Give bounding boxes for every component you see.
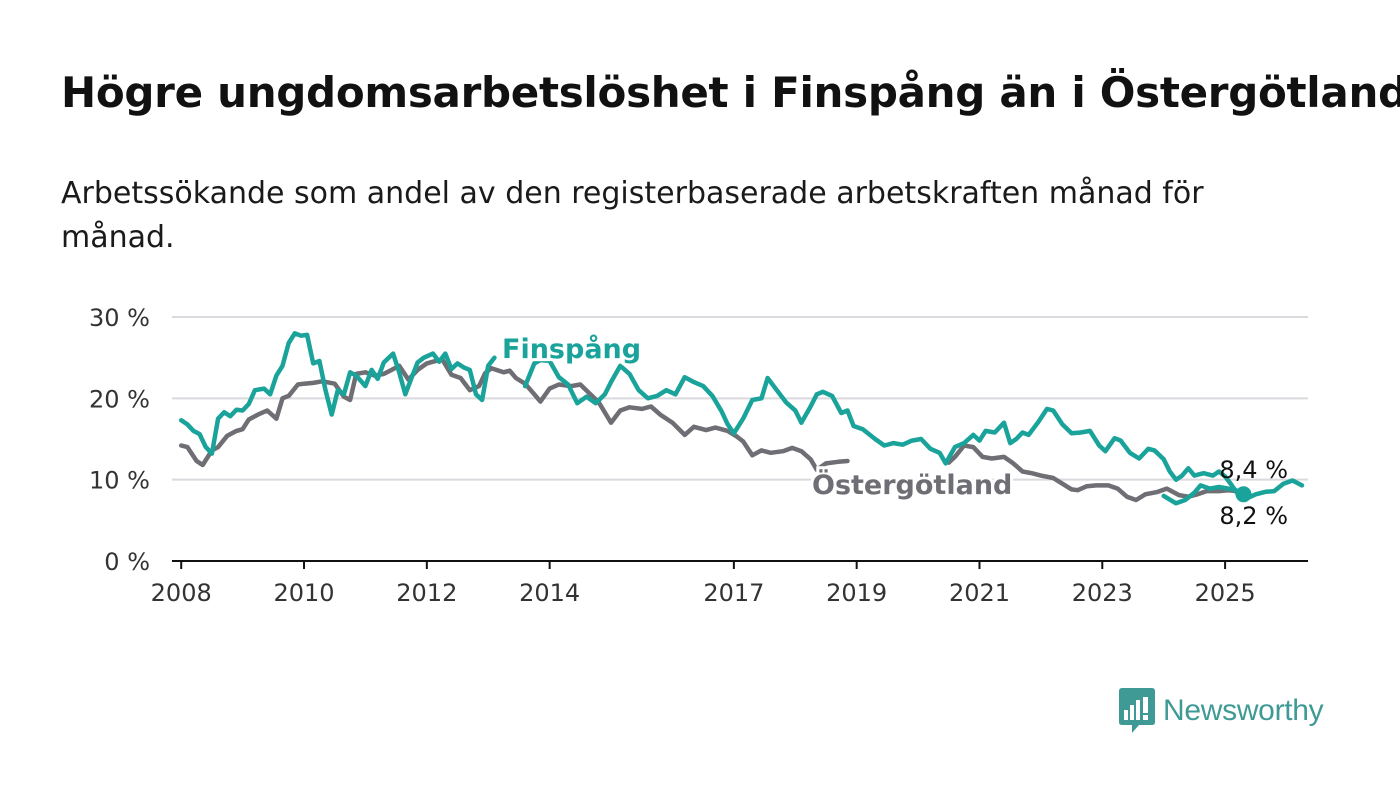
series-end-point <box>1235 486 1252 503</box>
y-tick-label: 30 % <box>89 304 150 332</box>
x-tick-label: 2023 <box>1072 579 1133 607</box>
y-tick-label: 0 % <box>104 548 150 576</box>
x-tick-label: 2019 <box>826 579 887 607</box>
x-tick-label: 2021 <box>949 579 1010 607</box>
chart-title: Högre ungdomsarbetslöshet i Finspång än … <box>61 68 1400 117</box>
brand-logo: Newsworthy <box>1119 688 1324 734</box>
end-value-label: 8,2 % <box>1219 502 1288 530</box>
series-label-finspang: Finspång <box>502 333 641 365</box>
x-tick-label: 2010 <box>273 579 334 607</box>
newsworthy-icon <box>1119 688 1155 733</box>
series-line-finspang <box>1161 483 1246 506</box>
series-line-finspang <box>522 357 1305 501</box>
series-line-finspang <box>178 331 497 456</box>
brand-name: Newsworthy <box>1163 694 1324 727</box>
end-value-label: 8,4 % <box>1219 456 1288 484</box>
series-line-ostergotland <box>946 443 1246 503</box>
x-tick-label: 2017 <box>703 579 764 607</box>
y-tick-label: 10 % <box>89 467 150 495</box>
y-tick-label: 20 % <box>89 385 150 413</box>
x-tick-label: 2012 <box>396 579 457 607</box>
x-tick-label: 2008 <box>151 579 212 607</box>
series-label-ostergotland: Östergötland <box>812 468 1012 501</box>
chart-subtitle: Arbetssökande som andel av den registerb… <box>61 176 1204 255</box>
x-tick-label: 2014 <box>519 579 580 607</box>
x-tick-label: 2025 <box>1195 579 1256 607</box>
